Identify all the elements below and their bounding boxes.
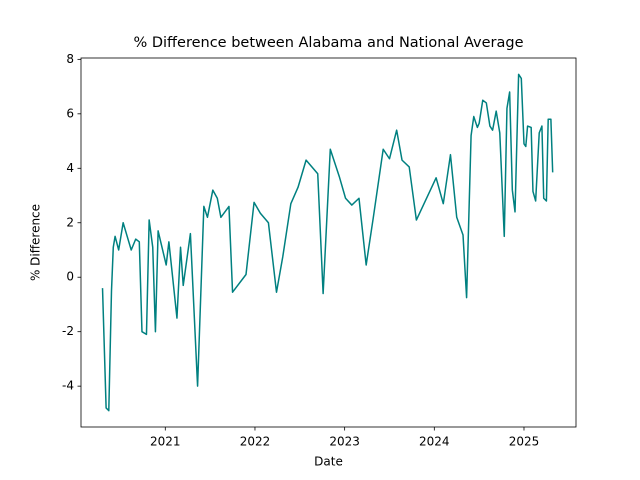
chart-title: % Difference between Alabama and Nationa… bbox=[133, 35, 523, 51]
y-tick-label: 8 bbox=[66, 52, 74, 66]
x-tick-label: 2022 bbox=[240, 435, 271, 449]
y-axis-label: % Difference bbox=[29, 204, 43, 281]
x-tick-label: 2021 bbox=[150, 435, 181, 449]
y-tick-label: 2 bbox=[66, 215, 74, 229]
plot-frame bbox=[80, 57, 577, 428]
x-tick-label: 2025 bbox=[509, 435, 540, 449]
x-tick-label: 2023 bbox=[329, 435, 360, 449]
y-tick-label: 0 bbox=[66, 270, 74, 284]
y-tick-label: -2 bbox=[62, 324, 74, 338]
x-tick-label: 2024 bbox=[419, 435, 450, 449]
data-line bbox=[101, 73, 554, 412]
y-tick-label: 4 bbox=[66, 161, 74, 175]
x-axis-label: Date bbox=[314, 455, 343, 469]
y-tick-label: -4 bbox=[62, 379, 74, 393]
y-tick-label: 6 bbox=[66, 106, 74, 120]
